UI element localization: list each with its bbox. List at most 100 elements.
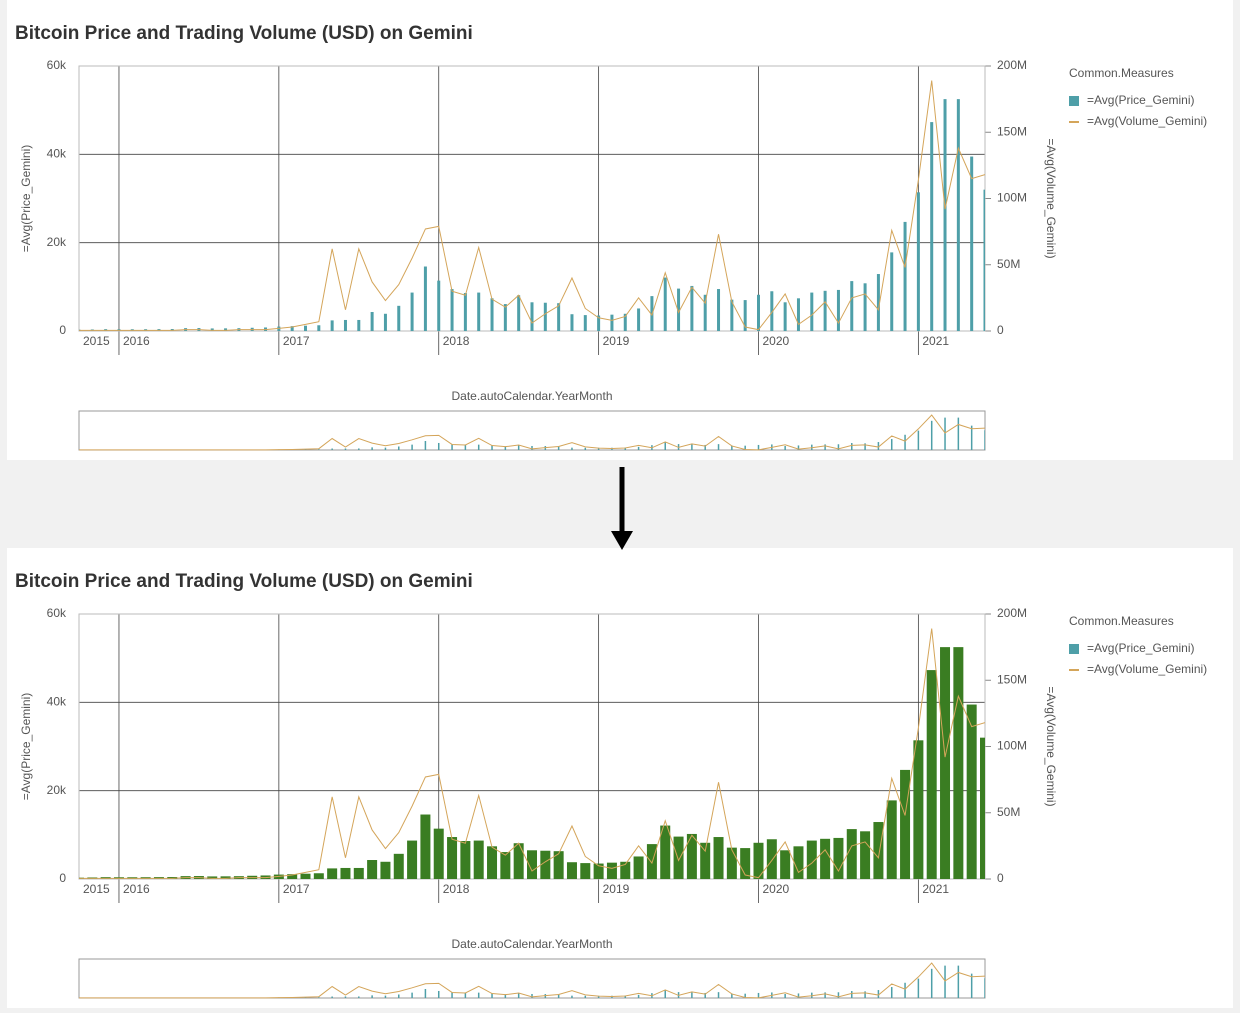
price-bar	[463, 293, 467, 331]
price-bar	[557, 303, 561, 331]
price-bar	[220, 876, 231, 879]
navigator-bar	[904, 434, 906, 450]
price-bar	[850, 281, 854, 331]
navigator-bar	[864, 443, 866, 450]
price-bar	[527, 850, 537, 879]
price-bar	[304, 325, 307, 331]
price-bar	[433, 828, 444, 879]
price-bar	[410, 292, 414, 331]
y-tick-label: 0	[59, 323, 66, 337]
navigator-bar	[930, 968, 933, 998]
x-tick-label: 2021	[922, 882, 949, 896]
price-bar	[606, 862, 617, 879]
price-bar	[610, 314, 614, 331]
price-bar	[806, 840, 817, 879]
navigator-bar	[930, 420, 933, 450]
price-bar	[447, 837, 458, 879]
price-bar	[393, 853, 404, 879]
navigator-bar	[717, 992, 720, 998]
price-bar	[540, 850, 551, 879]
navigator-bar	[318, 449, 320, 450]
navigator-bar	[517, 993, 520, 998]
x-axis-label: Date.autoCalendar.YearMonth	[451, 937, 612, 951]
price-bar	[543, 302, 547, 331]
price-bar	[593, 863, 604, 879]
price-bar	[450, 289, 454, 331]
navigator-bar	[624, 995, 627, 998]
price-bar	[637, 308, 641, 331]
price-bar	[383, 313, 387, 331]
navigator-bar	[331, 996, 333, 998]
price-bar	[580, 863, 591, 879]
y-tick-label: 60k	[47, 606, 67, 620]
navigator-bar	[704, 992, 706, 998]
price-bar	[367, 860, 378, 879]
y-tick-label: 20k	[47, 235, 67, 249]
price-bar	[207, 876, 218, 879]
y2-tick-label: 100M	[997, 191, 1027, 205]
price-bar	[876, 274, 880, 331]
volume-line	[79, 80, 985, 331]
navigator-bar	[504, 446, 507, 450]
price-bar	[930, 122, 934, 331]
navigator-bar	[957, 417, 960, 450]
navigator-bar	[744, 993, 746, 998]
navigator-bar	[571, 995, 573, 998]
price-bar	[846, 829, 857, 879]
navigator-bar	[344, 448, 347, 450]
navigator-bar	[890, 987, 893, 998]
price-bar	[677, 288, 681, 331]
y-tick-label: 20k	[47, 783, 67, 797]
price-bar	[290, 326, 294, 331]
price-bar	[353, 867, 364, 879]
navigator-bar	[984, 430, 985, 450]
price-bar	[397, 305, 401, 331]
x-tick-label: 2015	[83, 334, 110, 348]
navigator-bar	[691, 991, 693, 998]
navigator-bar	[944, 417, 946, 450]
price-bar	[686, 833, 697, 879]
price-bar	[313, 873, 324, 879]
legend-swatch	[1069, 96, 1079, 106]
price-bar	[980, 737, 985, 879]
x-tick-label: 2017	[283, 882, 310, 896]
price-bar	[793, 846, 804, 879]
price-bar	[890, 252, 894, 331]
navigator-bar	[477, 992, 480, 998]
navigator-bar	[877, 442, 880, 450]
price-bar	[903, 221, 907, 331]
navigator-bar	[371, 447, 373, 450]
navigator-bar	[731, 445, 733, 450]
navigator-bar	[757, 444, 760, 450]
navigator-bar	[464, 992, 467, 998]
navigator-bar	[384, 995, 387, 998]
y-tick-label: 40k	[47, 695, 67, 709]
price-bar	[900, 769, 911, 879]
price-bar	[477, 292, 481, 331]
price-bar	[770, 291, 774, 331]
y-axis-label: =Avg(Price_Gemini)	[19, 145, 33, 252]
navigator-bar	[464, 444, 467, 450]
navigator-bar	[970, 425, 973, 450]
price-bar	[517, 295, 521, 331]
navigator-bar	[624, 447, 627, 450]
x-tick-label: 2016	[123, 334, 150, 348]
y-tick-label: 40k	[47, 147, 67, 161]
price-bar	[317, 325, 321, 331]
price-bar	[633, 856, 644, 879]
navigator-bar	[824, 444, 826, 450]
price-bar	[224, 328, 228, 331]
legend-label: =Avg(Volume_Gemini)	[1087, 114, 1207, 128]
price-bar	[780, 850, 791, 879]
price-bar	[860, 831, 871, 879]
price-bar	[700, 842, 711, 879]
navigator-bar	[451, 992, 453, 998]
navigator-bar	[358, 996, 360, 998]
y-axis-label: =Avg(Price_Gemini)	[19, 693, 33, 800]
y2-tick-label: 50M	[997, 805, 1020, 819]
x-tick-label: 2019	[603, 882, 630, 896]
price-bar	[487, 846, 498, 879]
price-bar	[690, 285, 694, 331]
